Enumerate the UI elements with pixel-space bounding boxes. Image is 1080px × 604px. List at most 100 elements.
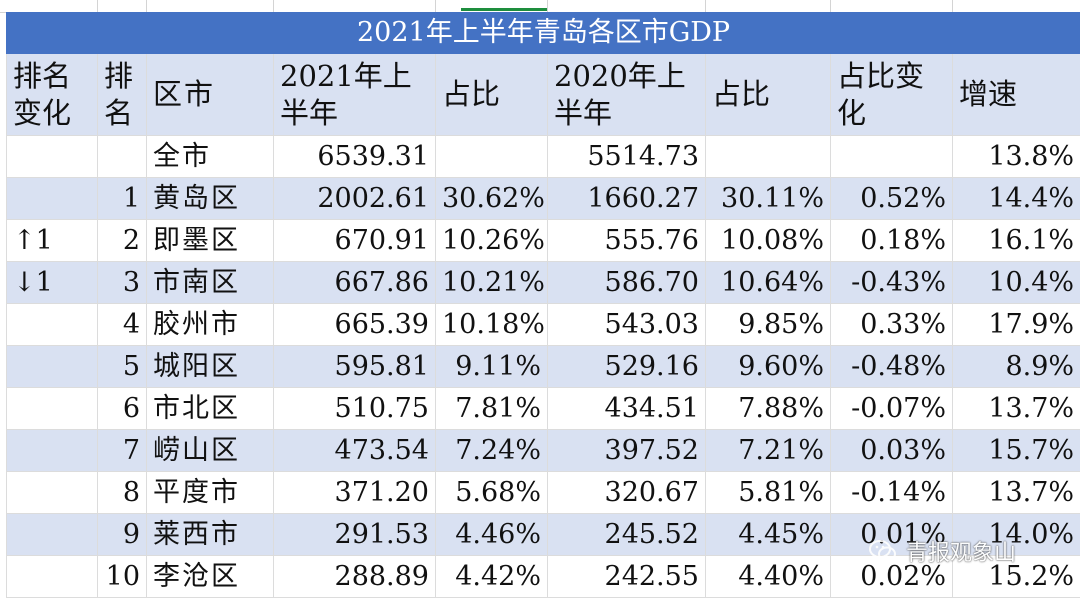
share-2021-cell[interactable]: 10.18%: [435, 303, 548, 346]
rank-cell[interactable]: 10: [97, 555, 147, 598]
share-2020-cell[interactable]: 4.45%: [705, 513, 831, 556]
rank-cell[interactable]: 4: [97, 303, 147, 346]
growth-cell[interactable]: 10.4%: [951, 261, 1080, 304]
gdp-2021-cell[interactable]: 510.75: [273, 387, 436, 430]
share-2020-cell[interactable]: 9.60%: [705, 345, 831, 388]
rank-cell[interactable]: 1: [97, 177, 147, 220]
share-2021-cell[interactable]: 9.11%: [435, 345, 548, 388]
district-cell[interactable]: 市北区: [146, 387, 274, 430]
gdp-2020-cell[interactable]: 397.52: [547, 429, 706, 472]
share-change-cell[interactable]: -0.48%: [830, 345, 953, 388]
share-2020-cell[interactable]: [705, 135, 831, 178]
table-title[interactable]: 2021年上半年青岛各区市GDP: [5, 12, 1080, 54]
rank-change-cell[interactable]: ↑1: [6, 219, 98, 262]
header-share-2021[interactable]: 占比: [435, 53, 548, 136]
share-change-cell[interactable]: 0.02%: [830, 555, 953, 598]
share-2020-cell[interactable]: 10.08%: [705, 219, 831, 262]
district-cell[interactable]: 崂山区: [146, 429, 274, 472]
share-2020-cell[interactable]: 10.64%: [705, 261, 831, 304]
share-2021-cell[interactable]: 30.62%: [435, 177, 548, 220]
share-2020-cell[interactable]: 5.81%: [705, 471, 831, 514]
gdp-2020-cell[interactable]: 320.67: [547, 471, 706, 514]
district-cell[interactable]: 黄岛区: [146, 177, 274, 220]
district-cell[interactable]: 市南区: [146, 261, 274, 304]
rank-change-cell[interactable]: [6, 387, 98, 430]
district-cell[interactable]: 全市: [146, 135, 274, 178]
gdp-2021-cell[interactable]: 665.39: [273, 303, 436, 346]
share-2021-cell[interactable]: 10.26%: [435, 219, 548, 262]
rank-change-cell[interactable]: [6, 303, 98, 346]
growth-cell[interactable]: 8.9%: [951, 345, 1080, 388]
district-cell[interactable]: 李沧区: [146, 555, 274, 598]
share-change-cell[interactable]: -0.14%: [830, 471, 953, 514]
gdp-2020-cell[interactable]: 543.03: [547, 303, 706, 346]
growth-cell[interactable]: 14.0%: [951, 513, 1080, 556]
header-district[interactable]: 区市: [146, 53, 274, 136]
share-2021-cell[interactable]: 7.81%: [435, 387, 548, 430]
district-cell[interactable]: 莱西市: [146, 513, 274, 556]
share-change-cell[interactable]: -0.07%: [830, 387, 953, 430]
gdp-2020-cell[interactable]: 1660.27: [547, 177, 706, 220]
gdp-2020-cell[interactable]: 245.52: [547, 513, 706, 556]
gdp-2020-cell[interactable]: 555.76: [547, 219, 706, 262]
rank-change-cell[interactable]: [6, 513, 98, 556]
share-2020-cell[interactable]: 7.21%: [705, 429, 831, 472]
rank-cell[interactable]: 8: [97, 471, 147, 514]
district-cell[interactable]: 平度市: [146, 471, 274, 514]
header-rank[interactable]: 排名: [97, 53, 147, 136]
gdp-2021-cell[interactable]: 670.91: [273, 219, 436, 262]
header-rank-change[interactable]: 排名变化: [6, 53, 98, 136]
rank-change-cell[interactable]: [6, 345, 98, 388]
header-share-change[interactable]: 占比变化: [830, 53, 953, 136]
rank-change-cell[interactable]: [6, 555, 98, 598]
rank-cell[interactable]: 7: [97, 429, 147, 472]
growth-cell[interactable]: 14.4%: [951, 177, 1080, 220]
rank-cell[interactable]: 3: [97, 261, 147, 304]
rank-cell[interactable]: 6: [97, 387, 147, 430]
gdp-2021-cell[interactable]: 667.86: [273, 261, 436, 304]
growth-cell[interactable]: 13.8%: [951, 135, 1080, 178]
share-2021-cell[interactable]: 10.21%: [435, 261, 548, 304]
gdp-2020-cell[interactable]: 529.16: [547, 345, 706, 388]
gdp-2020-cell[interactable]: 242.55: [547, 555, 706, 598]
share-change-cell[interactable]: -0.43%: [830, 261, 953, 304]
share-change-cell[interactable]: 0.52%: [830, 177, 953, 220]
rank-cell[interactable]: [97, 135, 147, 178]
share-change-cell[interactable]: 0.33%: [830, 303, 953, 346]
share-2021-cell[interactable]: [435, 135, 548, 178]
rank-change-cell[interactable]: ↓1: [6, 261, 98, 304]
rank-change-cell[interactable]: [6, 177, 98, 220]
share-change-cell[interactable]: 0.18%: [830, 219, 953, 262]
rank-change-cell[interactable]: [6, 135, 98, 178]
share-2021-cell[interactable]: 7.24%: [435, 429, 548, 472]
growth-cell[interactable]: 16.1%: [951, 219, 1080, 262]
growth-cell[interactable]: 15.2%: [951, 555, 1080, 598]
rank-change-cell[interactable]: [6, 471, 98, 514]
rank-cell[interactable]: 9: [97, 513, 147, 556]
gdp-2021-cell[interactable]: 473.54: [273, 429, 436, 472]
gdp-2020-cell[interactable]: 434.51: [547, 387, 706, 430]
gdp-2020-cell[interactable]: 5514.73: [547, 135, 706, 178]
header-share-2020[interactable]: 占比: [705, 53, 831, 136]
gdp-2021-cell[interactable]: 291.53: [273, 513, 436, 556]
share-change-cell[interactable]: [830, 135, 953, 178]
growth-cell[interactable]: 15.7%: [951, 429, 1080, 472]
rank-cell[interactable]: 5: [97, 345, 147, 388]
rank-change-cell[interactable]: [6, 429, 98, 472]
share-2020-cell[interactable]: 4.40%: [705, 555, 831, 598]
gdp-2020-cell[interactable]: 586.70: [547, 261, 706, 304]
share-2020-cell[interactable]: 9.85%: [705, 303, 831, 346]
district-cell[interactable]: 胶州市: [146, 303, 274, 346]
header-gdp-2021h1[interactable]: 2021年上半年: [273, 53, 436, 136]
district-cell[interactable]: 城阳区: [146, 345, 274, 388]
growth-cell[interactable]: 13.7%: [951, 471, 1080, 514]
share-2021-cell[interactable]: 4.42%: [435, 555, 548, 598]
share-change-cell[interactable]: 0.03%: [830, 429, 953, 472]
district-cell[interactable]: 即墨区: [146, 219, 274, 262]
gdp-2021-cell[interactable]: 2002.61: [273, 177, 436, 220]
gdp-2021-cell[interactable]: 371.20: [273, 471, 436, 514]
share-2020-cell[interactable]: 30.11%: [705, 177, 831, 220]
share-2021-cell[interactable]: 5.68%: [435, 471, 548, 514]
share-2021-cell[interactable]: 4.46%: [435, 513, 548, 556]
gdp-2021-cell[interactable]: 288.89: [273, 555, 436, 598]
